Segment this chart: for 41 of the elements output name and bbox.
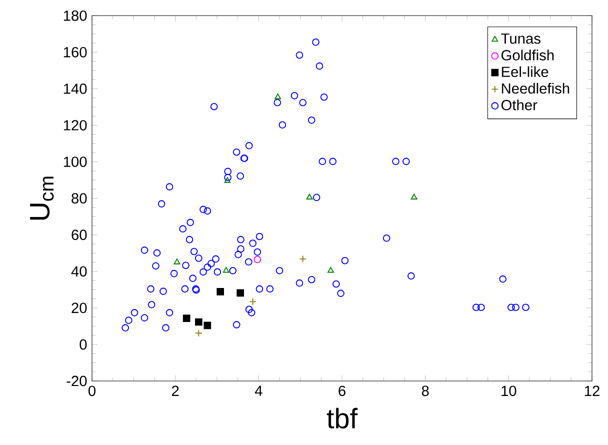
point bbox=[204, 322, 212, 330]
point bbox=[306, 194, 313, 200]
y-tick-label: 100 bbox=[64, 156, 87, 167]
point bbox=[254, 256, 262, 264]
y-tick-label: 20 bbox=[72, 302, 87, 314]
point bbox=[174, 258, 180, 264]
legend-label: Eel-like bbox=[502, 66, 548, 78]
x-axis-title: tbf bbox=[326, 408, 358, 428]
point bbox=[195, 329, 202, 337]
legend-label: Tunas bbox=[501, 34, 540, 44]
y-tick-label: -20 bbox=[66, 376, 87, 386]
x-tick-label: 12 bbox=[584, 386, 600, 396]
y-tick-label: 40 bbox=[71, 266, 87, 277]
y-tick-label: 140 bbox=[64, 84, 87, 94]
point bbox=[299, 255, 306, 263]
x-tick-label: 8 bbox=[422, 386, 429, 396]
y-tick-label: 180 bbox=[64, 10, 87, 21]
point bbox=[216, 288, 224, 296]
y-tick-label: 0 bbox=[80, 339, 87, 350]
y-axis-title: U$_{cm}$ bbox=[30, 176, 54, 220]
y-tick-label: 160 bbox=[64, 47, 87, 58]
point bbox=[249, 298, 257, 306]
x-tick-label: 4 bbox=[254, 386, 262, 396]
x-tick-label: 2 bbox=[172, 386, 179, 396]
point bbox=[224, 177, 231, 183]
y-tick-label: 80 bbox=[72, 193, 87, 204]
point bbox=[328, 266, 334, 273]
legend-label: Goldfish bbox=[501, 50, 554, 60]
point bbox=[182, 314, 190, 322]
point bbox=[410, 194, 418, 200]
point bbox=[222, 266, 230, 273]
x-tick-label: 6 bbox=[338, 386, 346, 396]
x-tick-label: 0 bbox=[88, 386, 96, 396]
point bbox=[195, 318, 202, 326]
point bbox=[274, 93, 282, 100]
point bbox=[236, 289, 244, 297]
x-tick-label: 10 bbox=[502, 386, 516, 396]
y-tick-label: 120 bbox=[64, 120, 87, 130]
legend-label: Needlefish bbox=[502, 82, 570, 94]
legend-label: Other bbox=[501, 100, 538, 110]
y-tick-label: 60 bbox=[72, 230, 87, 240]
